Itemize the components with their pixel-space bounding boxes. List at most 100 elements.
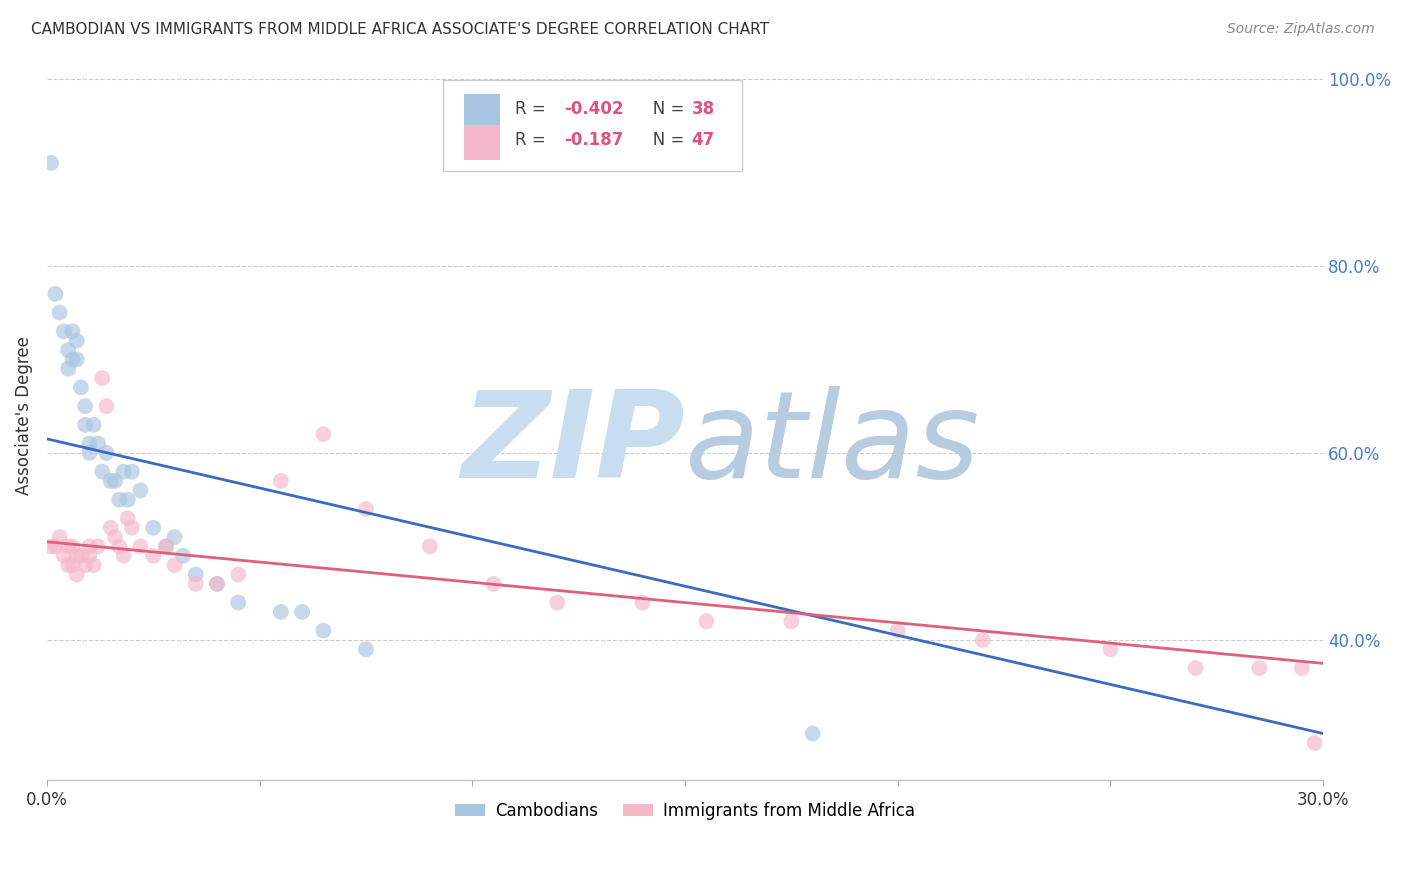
Point [801,726,824,740]
Point [172,549,194,563]
Point [62,324,84,338]
Point [100,521,122,535]
Point [1099,642,1122,657]
Point [354,502,377,516]
Point [205,577,228,591]
Point [270,605,292,619]
Point [1303,736,1326,750]
Point [56,361,79,376]
Point [419,540,441,554]
Point [75,558,97,573]
Point [44,540,66,554]
Point [155,540,177,554]
Point [39,540,62,554]
Point [780,615,803,629]
Text: -0.402: -0.402 [564,100,623,118]
Point [184,567,207,582]
Point [129,483,152,498]
Point [56,540,79,554]
Point [62,540,84,554]
Point [104,474,127,488]
Point [87,540,110,554]
Text: Source: ZipAtlas.com: Source: ZipAtlas.com [1227,22,1375,37]
Point [117,511,139,525]
Point [270,474,292,488]
Point [228,567,250,582]
Point [312,624,335,638]
Text: atlas: atlas [685,386,980,503]
Text: 38: 38 [692,100,714,118]
Point [205,577,228,591]
Point [1184,661,1206,675]
Text: 47: 47 [692,131,714,149]
Point [79,540,101,554]
Point [70,380,93,394]
Point [79,446,101,460]
Point [482,577,505,591]
Point [112,549,135,563]
Point [184,577,207,591]
Point [66,549,89,563]
FancyBboxPatch shape [464,125,501,161]
Point [104,530,127,544]
Point [70,549,93,563]
Point [66,352,89,367]
Point [87,436,110,450]
Point [695,615,717,629]
Point [886,624,908,638]
Point [631,596,654,610]
Point [52,324,75,338]
Text: CAMBODIAN VS IMMIGRANTS FROM MIDDLE AFRICA ASSOCIATE'S DEGREE CORRELATION CHART: CAMBODIAN VS IMMIGRANTS FROM MIDDLE AFRI… [31,22,769,37]
Text: -0.187: -0.187 [564,131,623,149]
Point [56,343,79,357]
Point [1291,661,1313,675]
Point [100,474,122,488]
Point [56,558,79,573]
Point [91,371,114,385]
Point [108,540,131,554]
Point [62,352,84,367]
Text: R =: R = [515,131,557,149]
Point [312,427,335,442]
Legend: Cambodians, Immigrants from Middle Africa: Cambodians, Immigrants from Middle Afric… [449,796,922,827]
Point [163,530,186,544]
Point [83,558,105,573]
Text: N =: N = [637,100,689,118]
Point [39,156,62,170]
Point [291,605,314,619]
Point [117,492,139,507]
Point [228,596,250,610]
Point [121,465,143,479]
Point [48,530,70,544]
Point [142,549,165,563]
FancyBboxPatch shape [464,94,501,128]
Point [108,492,131,507]
Point [52,549,75,563]
Point [75,399,97,413]
Point [91,465,114,479]
Point [129,540,152,554]
Point [972,632,994,647]
Point [354,642,377,657]
Text: N =: N = [637,131,689,149]
Y-axis label: Associate's Degree: Associate's Degree [15,336,32,495]
Point [79,436,101,450]
Point [96,399,118,413]
Point [121,521,143,535]
Point [79,549,101,563]
Point [112,465,135,479]
Point [142,521,165,535]
FancyBboxPatch shape [443,80,742,171]
Point [163,558,186,573]
Text: ZIP: ZIP [461,386,685,503]
Point [1249,661,1271,675]
Point [44,286,66,301]
Point [75,417,97,432]
Point [66,567,89,582]
Point [96,446,118,460]
Point [66,334,89,348]
Point [83,417,105,432]
Point [62,558,84,573]
Point [155,540,177,554]
Text: R =: R = [515,100,551,118]
